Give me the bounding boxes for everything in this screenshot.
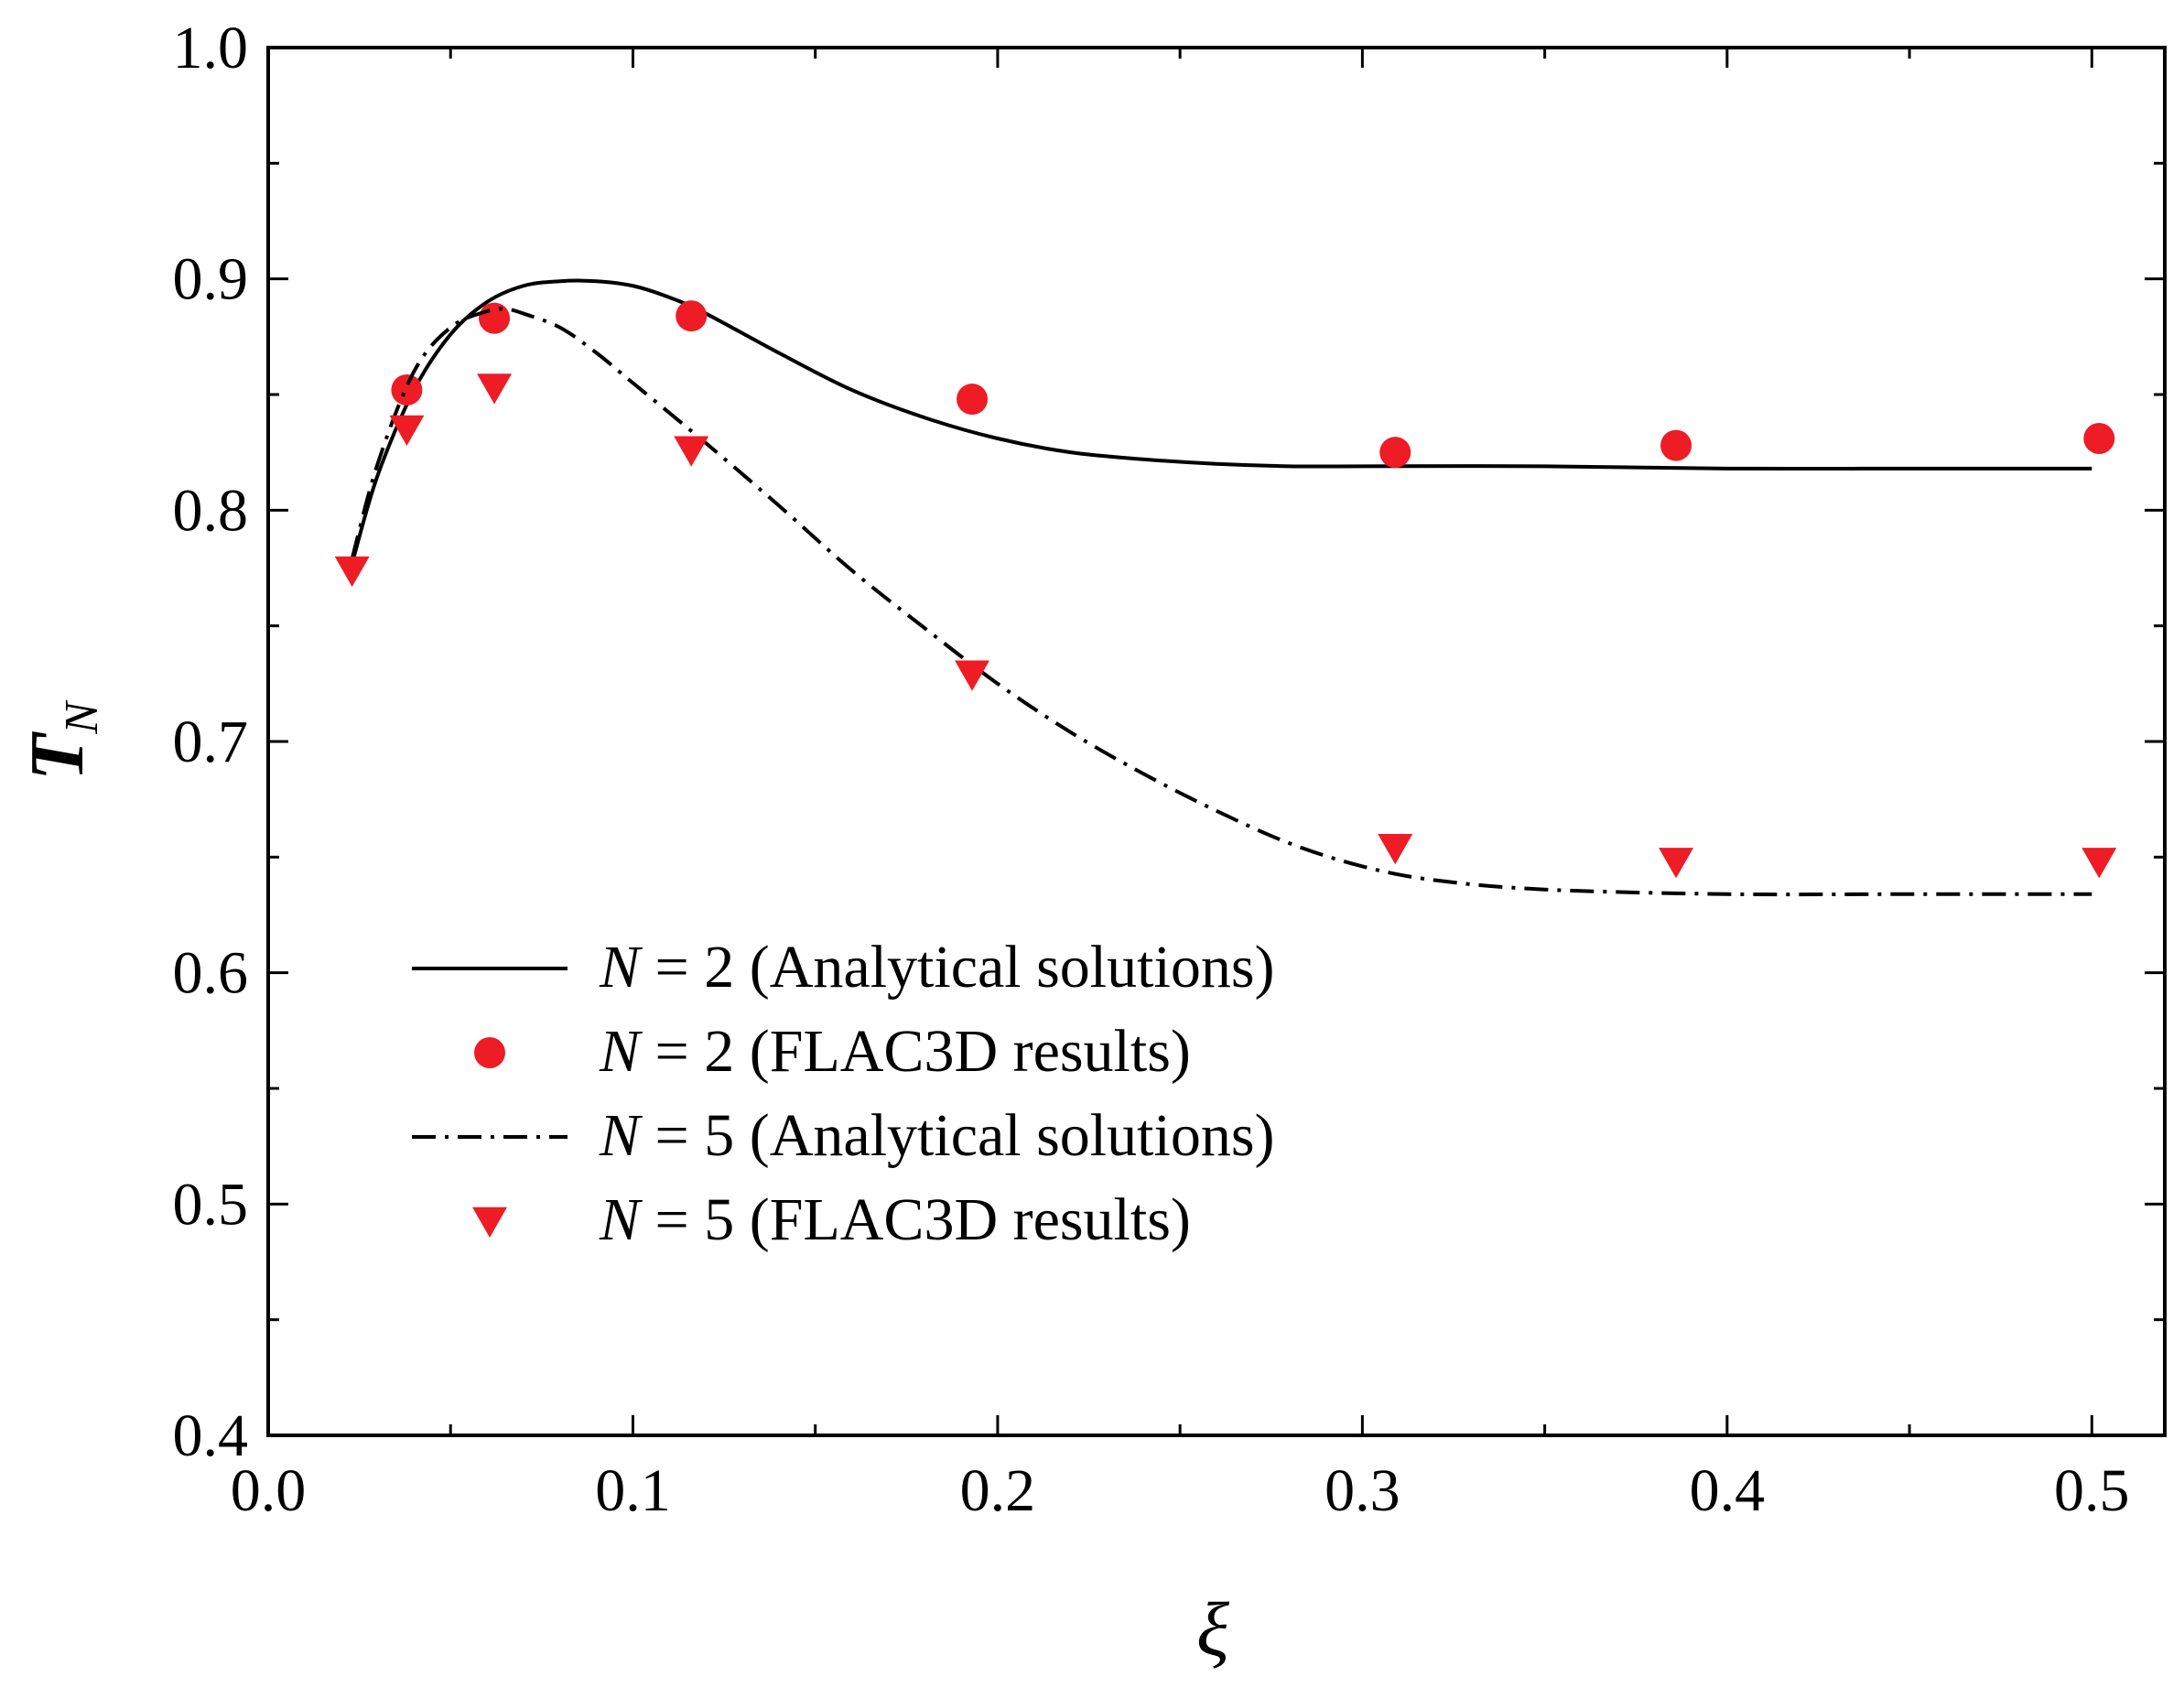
x-axis-title: ξ <box>1196 1587 1229 1672</box>
legend-label: N = 5 (Analytical solutions) <box>599 1102 1274 1169</box>
series-3 <box>334 373 2117 879</box>
y-tick-label: 0.8 <box>173 477 249 544</box>
legend-label-text: = 2 (Analytical solutions) <box>640 934 1274 1001</box>
y-tick-label: 0.5 <box>173 1171 249 1238</box>
legend-label: N = 5 (FLAC3D results) <box>599 1186 1191 1253</box>
series-line <box>350 278 2092 565</box>
legend-label-symbol: N <box>599 934 643 1001</box>
legend-item: N = 5 (FLAC3D results) <box>472 1186 1191 1253</box>
legend-label-symbol: N <box>599 1102 643 1169</box>
y-tick-label: 0.7 <box>173 709 249 775</box>
legend-circle-swatch <box>474 1037 505 1068</box>
data-point <box>477 373 513 405</box>
axis-tick-labels: 0.0 0.1 0.2 0.3 0.4 0.5 0.4 0.5 0.6 0.7 0.8 0.9 1.0 <box>173 15 2130 1524</box>
y-tick-label: 0.4 <box>173 1402 249 1469</box>
data-point <box>2083 423 2115 455</box>
data-point <box>1378 834 1413 865</box>
legend-item: N = 2 (Analytical solutions) <box>412 934 1274 1001</box>
x-tick-label: 0.1 <box>595 1457 671 1524</box>
legend-label-text: = 5 (FLAC3D results) <box>640 1186 1191 1253</box>
data-point <box>1659 848 1694 879</box>
legend-label-text: = 2 (FLAC3D results) <box>640 1018 1191 1085</box>
data-point <box>957 384 989 416</box>
y-tick-label: 0.6 <box>173 940 249 1007</box>
legend-label-symbol: N <box>599 1186 643 1253</box>
y-axis-title-main: T <box>15 730 100 781</box>
legend-triangle-swatch <box>472 1206 507 1239</box>
legend-label-symbol: N <box>599 1018 643 1085</box>
data-point <box>2081 848 2117 879</box>
legend-label: N = 2 (Analytical solutions) <box>599 934 1274 1001</box>
series-0 <box>350 278 2092 565</box>
x-tick-label: 0.0 <box>231 1457 307 1524</box>
data-point <box>676 300 708 332</box>
legend: N = 2 (Analytical solutions)N = 2 (FLAC3… <box>412 934 1274 1253</box>
data-point <box>391 373 423 406</box>
series-layer <box>334 278 2117 897</box>
legend-label: N = 2 (FLAC3D results) <box>599 1018 1191 1085</box>
data-point <box>1379 437 1411 469</box>
legend-item: N = 5 (Analytical solutions) <box>412 1102 1274 1169</box>
legend-item: N = 2 (FLAC3D results) <box>474 1018 1191 1085</box>
x-tick-label: 0.2 <box>960 1457 1036 1524</box>
y-axis-title: TN <box>15 699 108 781</box>
data-point <box>334 556 370 588</box>
data-point <box>1660 429 1692 461</box>
data-point <box>674 436 709 467</box>
series-line <box>350 307 2092 897</box>
axis-ticks <box>266 46 2165 1437</box>
legend-label-text: = 5 (Analytical solutions) <box>640 1102 1274 1169</box>
series-2 <box>350 307 2092 897</box>
x-tick-label: 0.5 <box>2054 1457 2130 1524</box>
series-1 <box>391 300 2115 469</box>
x-tick-label: 0.3 <box>1324 1457 1400 1524</box>
x-tick-label: 0.4 <box>1690 1457 1766 1524</box>
y-tick-label: 0.9 <box>173 246 249 313</box>
data-point <box>389 415 425 446</box>
data-point <box>955 660 990 691</box>
plot-frame <box>266 46 2167 1437</box>
y-tick-label: 1.0 <box>173 15 249 81</box>
data-point <box>479 302 511 334</box>
y-axis-title-subscript: N <box>56 699 108 735</box>
